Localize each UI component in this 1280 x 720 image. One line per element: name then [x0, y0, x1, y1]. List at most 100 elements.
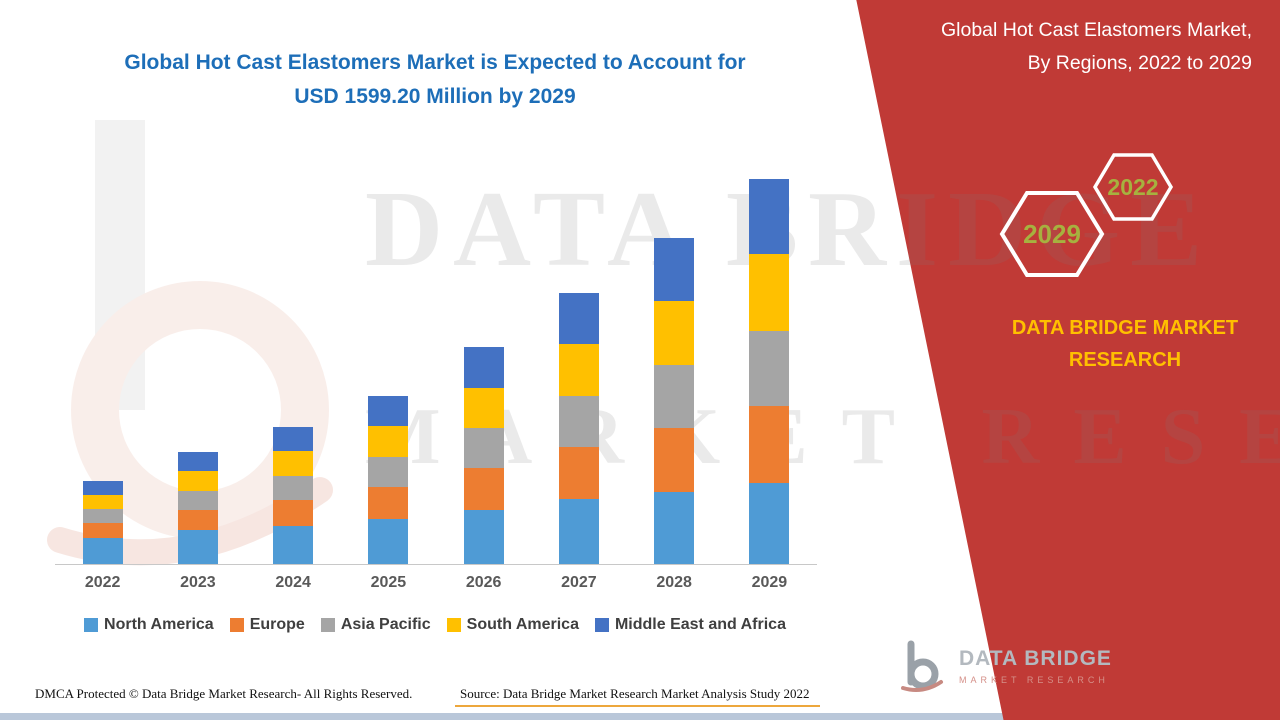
- stacked-bar-2026: [463, 347, 504, 564]
- data-bridge-logo-icon: [901, 640, 943, 692]
- legend-swatch-middle-east-and-africa: [594, 618, 609, 632]
- bar-segment-2024-middle-east-and-africa: [273, 426, 314, 452]
- side-panel-title: Global Hot Cast Elastomers Market, By Re…: [852, 14, 1252, 80]
- bar-segment-2026-asia-pacific: [463, 428, 504, 469]
- bar-segment-2025-middle-east-and-africa: [368, 395, 409, 426]
- page-title-line1: Global Hot Cast Elastomers Market is Exp…: [124, 51, 746, 74]
- dmca-notice: DMCA Protected © Data Bridge Market Rese…: [35, 686, 413, 701]
- stacked-bar-2028: [654, 237, 695, 564]
- bar-segment-2023-asia-pacific: [177, 490, 218, 511]
- x-axis-label-2023: 2023: [180, 574, 216, 591]
- source-note: Source: Data Bridge Market Research Mark…: [460, 686, 810, 701]
- bar-segment-2028-asia-pacific: [654, 364, 695, 428]
- bar-chart-plot-area: [55, 168, 817, 565]
- bar-segment-2027-middle-east-and-africa: [558, 293, 599, 344]
- legend-swatch-south-america: [446, 618, 461, 632]
- x-axis-label-2029: 2029: [751, 574, 788, 591]
- legend-label-asia-pacific: Asia Pacific: [340, 616, 431, 633]
- bar-segment-2028-north-america: [654, 492, 695, 564]
- bar-segment-2026-europe: [463, 468, 504, 510]
- bar-segment-2022-south-america: [82, 494, 123, 510]
- bar-2025: [341, 395, 436, 564]
- bar-segment-2022-north-america: [82, 538, 123, 564]
- side-panel-title-line2: By Regions, 2022 to 2029: [1027, 52, 1252, 75]
- bar-segment-2024-south-america: [273, 451, 314, 476]
- bar-segment-2029-middle-east-and-africa: [749, 179, 790, 255]
- bar-segment-2025-europe: [368, 487, 409, 519]
- bar-2023: [150, 452, 245, 564]
- page-title: Global Hot Cast Elastomers Market is Exp…: [90, 46, 780, 113]
- badge-year-back: 2022: [1107, 174, 1158, 200]
- hexagon-2029-badge-icon: [999, 191, 1105, 277]
- x-axis-label-2022: 2022: [84, 574, 121, 591]
- stacked-bar-2027: [558, 293, 599, 564]
- legend-label-south-america: South America: [466, 616, 579, 633]
- bar-segment-2023-europe: [177, 510, 218, 531]
- legend-item-middle-east-and-africa: Middle East and Africa: [594, 616, 786, 634]
- bar-segment-2023-middle-east-and-africa: [177, 452, 218, 472]
- bar-segment-2025-north-america: [368, 518, 409, 564]
- legend-item-south-america: South America: [446, 616, 579, 634]
- bottom-accent-strip: [0, 713, 1280, 720]
- logo-name: DATA BRIDGE: [959, 647, 1112, 670]
- page-title-line2: USD 1599.20 Million by 2029: [294, 84, 576, 108]
- bar-segment-2027-europe: [558, 446, 599, 499]
- legend-swatch-europe: [229, 618, 244, 632]
- stacked-bar-2029: [749, 179, 790, 564]
- source-underline: [455, 705, 820, 707]
- bar-segment-2023-south-america: [177, 471, 218, 491]
- logo-tagline: MARKET RESEARCH: [959, 675, 1109, 685]
- bar-segment-2027-south-america: [558, 344, 599, 396]
- bar-segment-2029-south-america: [749, 254, 790, 331]
- stacked-bar-2022: [82, 480, 123, 564]
- x-axis-label-2024: 2024: [275, 574, 311, 591]
- bar-segment-2027-asia-pacific: [558, 395, 599, 447]
- x-axis-label-2025: 2025: [370, 574, 407, 591]
- x-axis-label-2028: 2028: [656, 574, 692, 591]
- badge-year-front: 2029: [1023, 219, 1081, 249]
- bar-segment-2024-asia-pacific: [273, 475, 314, 500]
- stacked-bar-2025: [368, 395, 409, 564]
- bar-segment-2022-asia-pacific: [82, 509, 123, 524]
- data-bridge-logo: DATA BRIDGE MARKET RESEARCH: [893, 638, 1112, 694]
- bar-2029: [722, 179, 817, 564]
- bar-2027: [531, 293, 626, 564]
- year-badges: 2022 2029: [999, 153, 1174, 277]
- bar-segment-2022-middle-east-and-africa: [82, 480, 123, 495]
- bar-segment-2022-europe: [82, 523, 123, 539]
- bar-segment-2024-europe: [273, 500, 314, 526]
- legend-label-middle-east-and-africa: Middle East and Africa: [614, 616, 786, 633]
- stacked-bar-2024: [273, 426, 314, 564]
- bar-segment-2024-north-america: [273, 525, 314, 564]
- x-axis-label-2027: 2027: [561, 574, 597, 591]
- bar-segment-2029-asia-pacific: [749, 330, 790, 407]
- bar-segment-2026-north-america: [463, 509, 504, 564]
- bar-segment-2028-middle-east-and-africa: [654, 237, 695, 301]
- bar-segment-2025-asia-pacific: [368, 456, 409, 487]
- x-axis-label-2026: 2026: [465, 574, 502, 591]
- panel-brand-line1: DATA BRIDGE MARKET: [1011, 317, 1239, 339]
- stacked-bar-2023: [177, 452, 218, 564]
- bar-segment-2028-south-america: [654, 300, 695, 365]
- side-panel-title-line1: Global Hot Cast Elastomers Market,: [940, 19, 1252, 41]
- chart-legend: North America Europe Asia Pacific South Ame…: [35, 616, 835, 634]
- bar-segment-2023-north-america: [177, 530, 218, 564]
- legend-item-europe: Europe: [229, 616, 305, 634]
- bar-segment-2026-south-america: [463, 387, 504, 429]
- legend-swatch-north-america: [84, 618, 99, 632]
- legend-swatch-asia-pacific: [320, 618, 335, 632]
- panel-brand-line2: RESEARCH: [1068, 349, 1182, 371]
- legend-label-europe: Europe: [249, 616, 305, 633]
- bar-segment-2029-europe: [749, 406, 790, 484]
- bar-2024: [246, 426, 341, 564]
- x-axis-labels: 2022 2023 2024 2025 2026 2027 2028 2029: [55, 574, 817, 592]
- bar-2028: [627, 237, 722, 564]
- bar-segment-2025-south-america: [368, 425, 409, 457]
- bar-segment-2027-north-america: [558, 499, 599, 564]
- bar-2026: [436, 347, 531, 564]
- bar-segment-2026-middle-east-and-africa: [463, 347, 504, 388]
- legend-item-north-america: North America: [84, 616, 214, 634]
- bar-2022: [55, 480, 150, 564]
- bar-segment-2029-north-america: [749, 483, 790, 564]
